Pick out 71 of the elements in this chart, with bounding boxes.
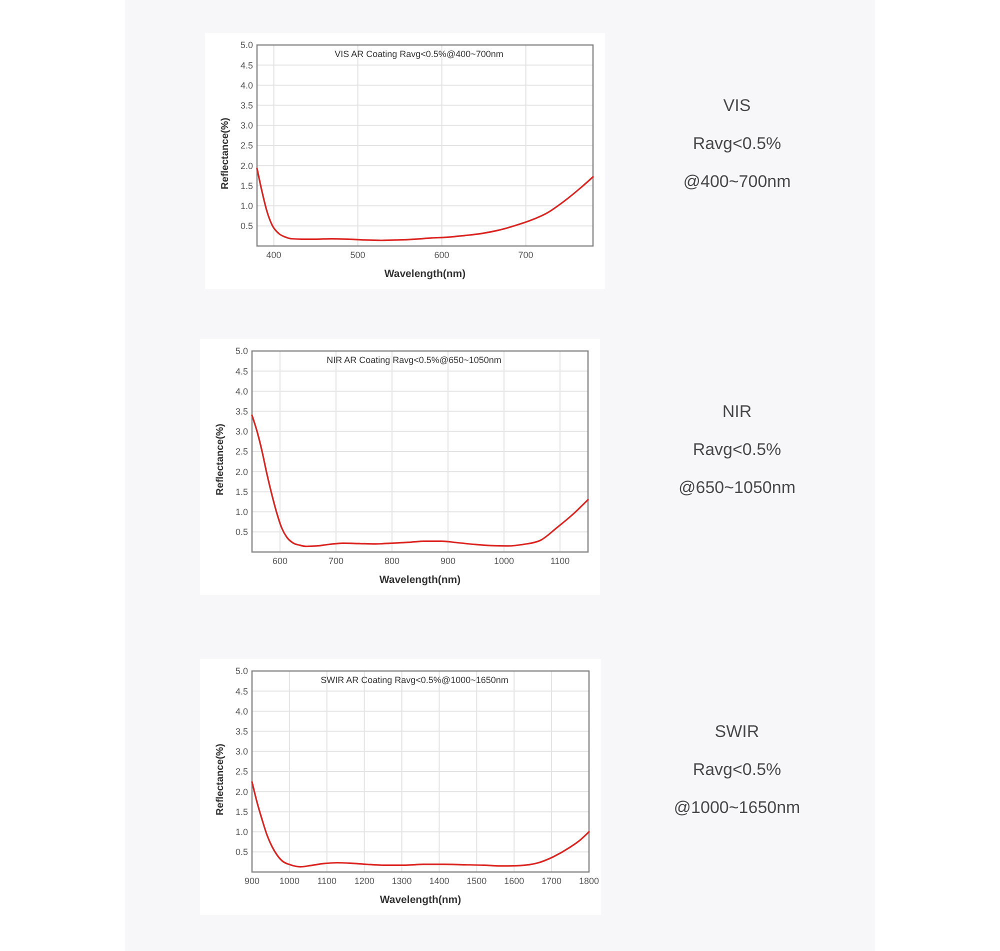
text: VIS <box>723 96 751 115</box>
y-tick-label: 0.5 <box>240 221 253 232</box>
y-axis-title: Reflectance(%) <box>220 118 231 190</box>
y-tick-label: 4.5 <box>235 686 248 696</box>
x-tick-label: 700 <box>518 250 534 260</box>
y-tick-label: 4.5 <box>240 60 253 70</box>
text: NIR <box>722 402 752 421</box>
text: SWIR <box>714 722 760 741</box>
x-tick-label: 900 <box>244 876 260 886</box>
y-tick-label: 1.0 <box>240 200 253 211</box>
x-tick-label: 1600 <box>504 876 524 886</box>
x-tick-label: 1100 <box>317 876 337 886</box>
x-tick-label: 1200 <box>354 876 374 886</box>
y-tick-label: 3.5 <box>235 406 248 416</box>
x-tick-label: 1300 <box>392 876 412 886</box>
y-tick-label: 5.0 <box>235 346 248 356</box>
y-tick-label: 5.0 <box>240 40 253 50</box>
x-tick-label: 1800 <box>578 876 600 886</box>
x-tick-label: 1000 <box>494 556 514 566</box>
x-tick-label: 1500 <box>466 876 487 886</box>
text: @400~700nm <box>683 172 791 191</box>
x-tick-label: 900 <box>440 556 456 566</box>
y-tick-label: 2.5 <box>235 766 248 777</box>
y-tick-label: 0.5 <box>235 527 248 538</box>
x-tick-label: 600 <box>272 556 288 566</box>
y-axis-title: Reflectance(%) <box>215 744 226 816</box>
y-tick-label: 0.5 <box>235 847 248 858</box>
x-tick-label: 1700 <box>542 876 562 886</box>
x-tick-label: 500 <box>350 250 366 260</box>
text: @1000~1650nm <box>674 798 800 817</box>
chart-title: NIR AR Coating Ravg<0.5%@650~1050nm <box>326 355 502 365</box>
y-axis-title: Reflectance(%) <box>215 424 226 496</box>
x-tick-label: 1000 <box>279 876 300 886</box>
y-tick-label: 1.5 <box>235 486 248 497</box>
x-axis-title: Wavelength(nm) <box>379 574 461 586</box>
line-series <box>251 781 590 868</box>
line-series <box>251 414 589 548</box>
y-tick-label: 3.0 <box>235 746 248 757</box>
x-tick-label: 800 <box>384 556 400 566</box>
y-tick-label: 4.5 <box>235 366 248 376</box>
y-tick-label: 1.5 <box>240 180 253 191</box>
text: Ravg<0.5% <box>692 760 782 779</box>
y-tick-label: 1.5 <box>235 806 248 817</box>
x-tick-label: 1100 <box>550 556 570 566</box>
x-axis-title: Wavelength(nm) <box>380 894 462 906</box>
y-tick-label: 4.0 <box>240 80 253 90</box>
x-tick-label: 400 <box>266 250 282 260</box>
x-tick-label: 1400 <box>429 876 450 886</box>
text: Ravg<0.5% <box>692 134 782 153</box>
y-tick-label: 3.5 <box>235 726 248 736</box>
chart-title: VIS AR Coating Ravg<0.5%@400~700nm <box>334 49 504 59</box>
y-tick-label: 4.0 <box>235 706 248 716</box>
y-tick-label: 5.0 <box>235 666 248 676</box>
y-tick-label: 2.0 <box>235 786 248 797</box>
x-tick-label: 700 <box>328 556 344 566</box>
y-tick-label: 2.0 <box>235 466 248 477</box>
text: @650~1050nm <box>678 478 796 497</box>
y-tick-label: 3.0 <box>240 120 253 131</box>
x-tick-label: 600 <box>434 250 450 260</box>
y-tick-label: 3.0 <box>235 426 248 437</box>
x-axis-title: Wavelength(nm) <box>384 268 466 280</box>
y-tick-label: 4.0 <box>235 386 248 396</box>
y-tick-label: 2.0 <box>240 160 253 171</box>
line-series <box>256 168 594 242</box>
y-tick-label: 2.5 <box>235 446 248 457</box>
text: Ravg<0.5% <box>692 440 782 459</box>
y-tick-label: 2.5 <box>240 140 253 151</box>
chart-title: SWIR AR Coating Ravg<0.5%@1000~1650nm <box>320 675 508 685</box>
y-tick-label: 1.0 <box>235 826 248 837</box>
y-tick-label: 3.5 <box>240 100 253 110</box>
y-tick-label: 1.0 <box>235 506 248 517</box>
